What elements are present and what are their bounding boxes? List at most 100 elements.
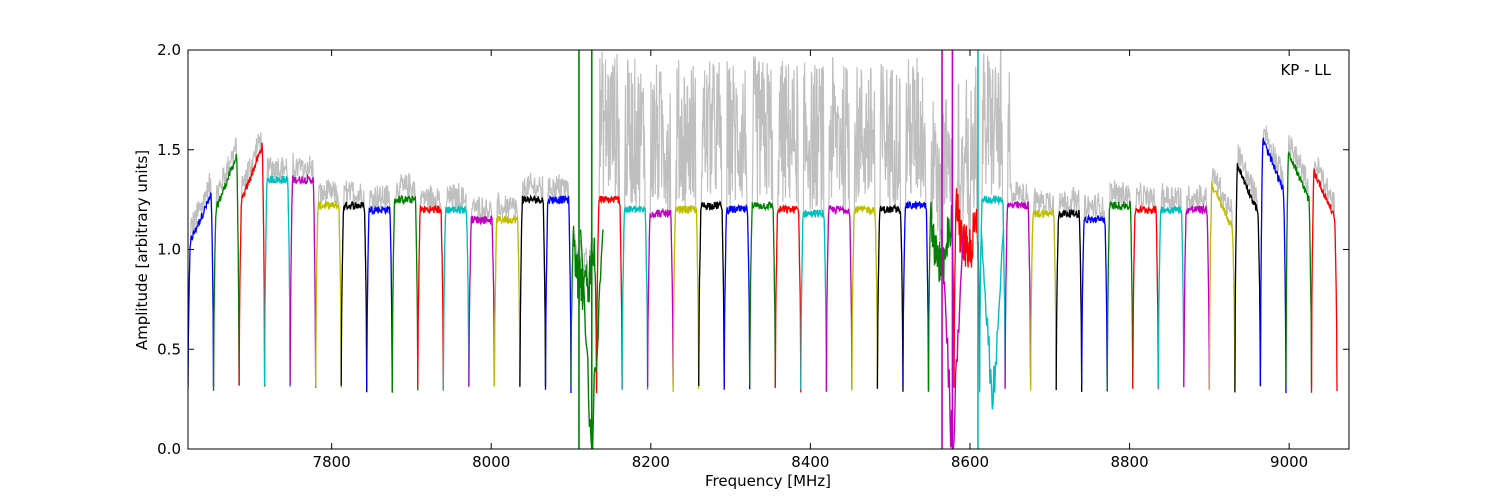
background-trace <box>1310 157 1338 393</box>
channel-trace <box>825 205 853 392</box>
background-trace <box>621 58 649 391</box>
channel-trace <box>468 215 496 387</box>
y-tick-label: 1.0 <box>157 241 181 259</box>
background-trace <box>340 180 368 393</box>
channel-trace <box>544 195 572 394</box>
background-trace <box>1004 72 1032 389</box>
background-trace <box>672 60 700 392</box>
channel-trace <box>263 175 291 387</box>
background-trace <box>1106 180 1134 390</box>
background-trace <box>800 62 828 392</box>
channel-trace <box>1259 137 1287 394</box>
background-trace <box>876 63 904 392</box>
rfi-spikes <box>578 50 979 449</box>
channel-series <box>188 137 1338 449</box>
background-trace <box>366 185 393 392</box>
channel-trace <box>978 194 1006 393</box>
background-trace <box>825 56 853 392</box>
channel-trace <box>1055 208 1083 392</box>
background-trace <box>698 61 725 387</box>
channel-trace <box>519 194 547 387</box>
channel-trace <box>212 153 240 391</box>
background-trace <box>1183 184 1211 390</box>
channel-trace <box>672 204 700 392</box>
rfi-dip-trace <box>940 229 965 449</box>
x-axis-label: Frequency [MHz] <box>705 472 831 490</box>
y-axis-label: Amplitude [arbitrary units] <box>133 150 151 350</box>
background-trace <box>289 152 317 388</box>
channel-trace <box>1285 150 1313 388</box>
channel-trace <box>1106 200 1134 390</box>
x-tick-label: 7800 <box>313 453 351 471</box>
background-trace <box>646 64 674 388</box>
channel-trace <box>238 142 266 387</box>
channel-trace <box>646 207 674 388</box>
channel-trace <box>1132 204 1159 389</box>
x-tick-label: 8800 <box>1110 453 1148 471</box>
rfi-dip-trace <box>579 229 604 449</box>
background-trace <box>1029 187 1057 391</box>
x-tick-label: 8200 <box>632 453 670 471</box>
channel-trace <box>1234 163 1262 393</box>
rfi-dip-trace <box>980 229 1005 410</box>
channel-trace <box>595 194 623 394</box>
channel-trace <box>902 200 930 391</box>
channel-trace <box>1029 208 1057 391</box>
y-tick-label: 0.0 <box>157 440 181 458</box>
channel-trace <box>1157 206 1185 388</box>
channel-trace <box>315 200 342 389</box>
y-tick-label: 0.5 <box>157 340 181 358</box>
channel-trace <box>1004 201 1032 389</box>
channel-trace <box>876 203 904 392</box>
channel-trace <box>723 203 751 390</box>
channel-trace <box>1081 213 1108 392</box>
channel-trace <box>442 205 470 391</box>
background-trace <box>493 192 521 388</box>
background-trace <box>774 60 802 393</box>
background-trace <box>953 66 981 389</box>
background-trace <box>1132 182 1159 389</box>
background-trace <box>851 67 879 391</box>
channel-trace <box>391 194 419 393</box>
channel-trace <box>1208 181 1236 390</box>
background-trace <box>902 57 930 391</box>
background-trace <box>1055 186 1083 392</box>
background-trace <box>544 174 572 394</box>
channel-trace <box>493 213 521 388</box>
channel-trace <box>953 188 981 389</box>
channel-trace <box>851 205 879 391</box>
background-series <box>188 50 1338 394</box>
channel-trace <box>366 205 393 392</box>
x-tick-label: 9000 <box>1270 453 1308 471</box>
plot-area <box>188 50 1338 449</box>
background-trace <box>315 179 342 389</box>
y-axis: 0.0 0.5 1.0 1.5 2.0 <box>157 41 1349 458</box>
background-trace <box>978 50 1006 393</box>
background-trace <box>723 60 751 390</box>
channel-trace <box>188 192 215 388</box>
x-tick-label: 8000 <box>472 453 510 471</box>
channel-trace <box>1310 168 1338 393</box>
channel-trace <box>800 208 828 392</box>
channel-trace <box>289 173 317 388</box>
channel-trace <box>417 204 444 390</box>
x-tick-label: 8400 <box>791 453 829 471</box>
channel-trace <box>340 200 368 393</box>
channel-trace <box>774 203 802 393</box>
plot-annotation: KP - LL <box>1280 61 1331 79</box>
background-trace <box>595 51 623 394</box>
background-trace <box>188 172 215 388</box>
y-tick-label: 1.5 <box>157 141 181 159</box>
channel-trace <box>749 201 776 387</box>
y-tick-label: 2.0 <box>157 41 181 59</box>
background-trace <box>391 172 419 393</box>
channel-trace <box>698 200 725 387</box>
background-trace <box>519 172 547 387</box>
background-trace <box>749 56 776 387</box>
x-axis: 7800 8000 8200 8400 8600 8800 9000 <box>313 50 1308 471</box>
channel-trace <box>621 205 649 391</box>
channel-trace <box>1183 204 1211 390</box>
x-tick-label: 8600 <box>951 453 989 471</box>
